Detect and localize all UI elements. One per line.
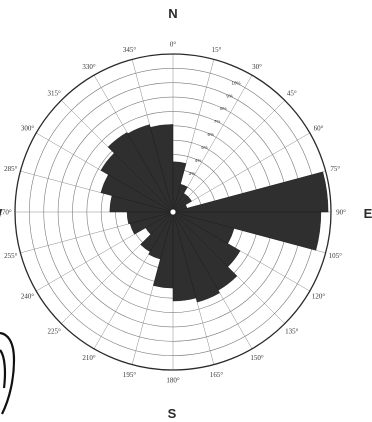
angle-tick-label: 0° xyxy=(170,41,177,49)
angle-tick-label: 135° xyxy=(285,327,299,335)
compass-east-label: E xyxy=(364,206,372,221)
angle-tick-label: 315° xyxy=(48,90,62,98)
grid-spoke xyxy=(176,75,253,206)
rose-petals xyxy=(100,124,329,303)
angle-tick-label: 270° xyxy=(0,209,12,217)
rose-petal xyxy=(148,211,174,260)
radial-scale-label: 6% xyxy=(208,132,215,137)
grid-spoke xyxy=(177,100,285,208)
radial-scale-label: 9% xyxy=(226,93,233,98)
radial-scale-label: 7% xyxy=(214,119,221,124)
angle-tick-label: 285° xyxy=(4,165,18,173)
rose-petal xyxy=(172,211,322,251)
angle-tick-label: 150° xyxy=(250,354,264,362)
grid-spoke xyxy=(179,132,310,209)
angle-tick-label: 45° xyxy=(287,90,297,98)
angle-tick-label: 180° xyxy=(166,377,180,385)
outer-ring xyxy=(14,53,332,371)
radial-scale-label: 8% xyxy=(220,106,227,111)
radial-scale-label: 5% xyxy=(201,145,208,150)
rose-petal xyxy=(150,124,174,213)
angle-tick-label: 15° xyxy=(212,46,222,54)
radial-scale-label: 3% xyxy=(189,171,196,176)
angle-tick-label: 60° xyxy=(314,125,324,133)
angle-tick-label: 195° xyxy=(123,371,137,379)
angle-tick-label: 75° xyxy=(330,165,340,173)
compass-south-label: S xyxy=(168,406,177,421)
hand-drawn-mark-2 xyxy=(0,349,7,389)
angle-tick-label: 30° xyxy=(252,63,262,71)
rose-petal xyxy=(172,171,329,213)
angle-tick-label: 90° xyxy=(336,209,346,217)
angle-tick-labels: 0° 15° 30° 45° 60° 75° 90° 105° 120° 135° 150° 165°… xyxy=(0,41,346,385)
radial-scale-label: 10% xyxy=(231,80,240,85)
angle-tick-label: 120° xyxy=(312,293,326,301)
compass-west-label: W xyxy=(0,206,3,221)
rose-petal xyxy=(172,211,220,303)
angle-tick-label: 345° xyxy=(123,46,137,54)
rose-petal xyxy=(172,196,192,213)
rose-petal xyxy=(172,211,197,302)
rose-petal xyxy=(127,124,174,213)
angle-tick-label: 330° xyxy=(82,63,96,71)
radial-scale-label: 4% xyxy=(195,158,202,163)
angle-tick-label: 105° xyxy=(329,252,343,260)
radial-scale-labels: 10% 9% 8% 7% 6% 5% 4% 3% xyxy=(189,80,241,175)
hand-drawn-mark xyxy=(0,331,16,415)
angle-tick-label: 210° xyxy=(82,354,96,362)
angle-tick-label: 240° xyxy=(21,293,35,301)
compass-north-label: N xyxy=(168,6,177,21)
rose-petal xyxy=(172,184,188,213)
angle-tick-label: 255° xyxy=(4,252,18,260)
center-dot xyxy=(170,209,176,215)
outer-circle xyxy=(14,53,332,371)
rose-petal xyxy=(107,132,174,213)
rose-petal xyxy=(140,211,174,253)
angle-tick-label: 300° xyxy=(21,125,35,133)
angle-tick-label: 225° xyxy=(48,327,62,335)
angle-tick-label: 165° xyxy=(210,371,224,379)
